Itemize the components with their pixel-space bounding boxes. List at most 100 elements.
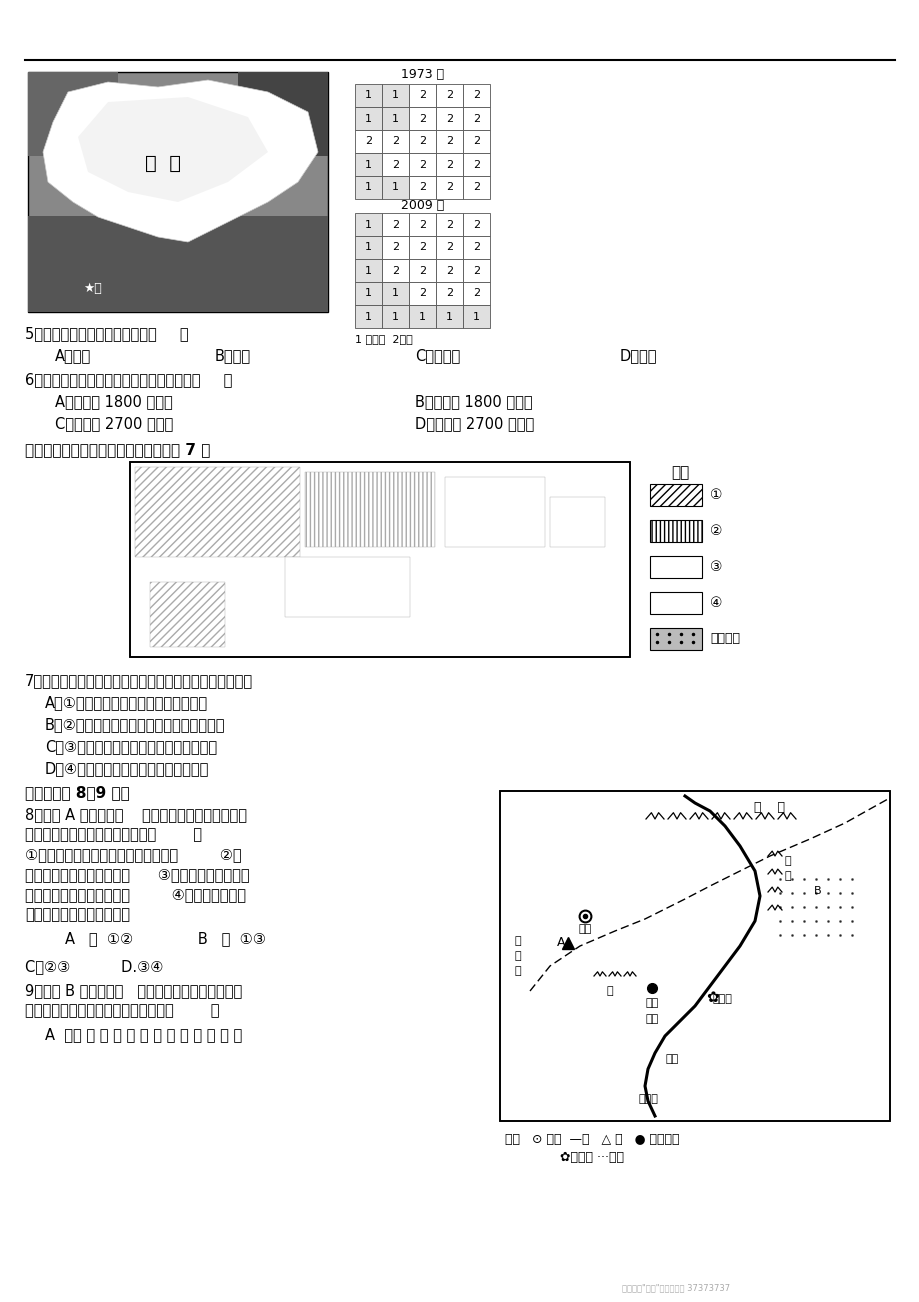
Text: 兰州: 兰州 xyxy=(664,1055,678,1064)
Text: B．山脊: B．山脊 xyxy=(215,348,251,363)
Bar xyxy=(409,176,436,199)
Bar xyxy=(409,283,436,305)
Text: ✿: ✿ xyxy=(706,991,719,1005)
Text: 2: 2 xyxy=(472,182,480,193)
Text: ②: ② xyxy=(709,523,721,538)
Bar xyxy=(436,85,462,107)
Text: 1: 1 xyxy=(365,289,371,298)
Text: 2: 2 xyxy=(365,137,371,147)
Bar xyxy=(409,305,436,328)
Text: 1: 1 xyxy=(391,113,399,124)
Text: 版权所有"中国"超级教学网 37373737: 版权所有"中国"超级教学网 37373737 xyxy=(621,1282,729,1292)
Bar xyxy=(409,130,436,154)
Text: ①纬度较高冻土发育含盐水分不易下渗         ②气: ①纬度较高冻土发育含盐水分不易下渗 ②气 xyxy=(25,848,242,862)
Text: 7．有关图中所反映的环境问题形成的原因，说法正确的是: 7．有关图中所反映的环境问题形成的原因，说法正确的是 xyxy=(25,673,253,687)
Text: 2: 2 xyxy=(418,137,425,147)
Text: C．②③           D.③④: C．②③ D.③④ xyxy=(25,960,164,974)
Bar xyxy=(462,130,490,154)
Text: 贺: 贺 xyxy=(784,855,790,866)
Text: 阴    山: 阴 山 xyxy=(754,801,785,814)
Bar xyxy=(355,259,381,283)
Text: 2: 2 xyxy=(472,137,480,147)
Text: 1: 1 xyxy=(365,91,371,100)
Text: 2: 2 xyxy=(472,220,480,229)
Text: ④: ④ xyxy=(709,596,721,611)
Text: 化问题，其产生的主要原因是：（        ）: 化问题，其产生的主要原因是：（ ） xyxy=(25,827,202,842)
Text: 1: 1 xyxy=(391,289,399,298)
Bar xyxy=(130,462,630,658)
Text: 读世界部分地区环境问题分布图，回答 7 题: 读世界部分地区环境问题分布图，回答 7 题 xyxy=(25,441,210,457)
Text: 白银: 白银 xyxy=(644,999,658,1008)
Bar xyxy=(409,214,436,236)
Text: 2: 2 xyxy=(446,220,452,229)
Text: 1: 1 xyxy=(365,242,371,253)
Bar xyxy=(436,259,462,283)
Bar xyxy=(355,305,381,328)
Bar xyxy=(436,107,462,130)
Text: 1: 1 xyxy=(472,311,480,322)
Text: A: A xyxy=(556,936,564,949)
Bar xyxy=(462,259,490,283)
Bar xyxy=(462,85,490,107)
Text: 6．上右图所示区域冰川面积变化的情况是（     ）: 6．上右图所示区域冰川面积变化的情况是（ ） xyxy=(25,372,233,387)
Bar xyxy=(130,462,630,658)
Text: 连城: 连城 xyxy=(644,1014,658,1023)
Bar xyxy=(436,154,462,176)
Bar xyxy=(650,628,701,650)
Bar xyxy=(381,259,409,283)
Bar xyxy=(355,236,381,259)
Text: 山: 山 xyxy=(606,986,613,996)
Bar xyxy=(28,72,328,312)
Bar xyxy=(355,85,381,107)
Bar xyxy=(238,72,328,156)
Text: 2: 2 xyxy=(446,289,452,298)
Text: 2: 2 xyxy=(418,160,425,169)
Text: 冰  川: 冰 川 xyxy=(145,154,181,173)
Text: 2: 2 xyxy=(418,91,425,100)
Text: 9．图中 B 处在汉朝时   还是水草丰美的大草原，而: 9．图中 B 处在汉朝时 还是水草丰美的大草原，而 xyxy=(25,983,242,999)
Text: 2: 2 xyxy=(472,160,480,169)
Bar xyxy=(436,130,462,154)
Text: 海域污染: 海域污染 xyxy=(709,633,739,646)
Text: C．增加了 2700 平方米: C．增加了 2700 平方米 xyxy=(55,417,173,431)
Text: 兰: 兰 xyxy=(784,871,790,881)
Bar xyxy=(550,497,605,547)
Text: 1: 1 xyxy=(365,160,371,169)
Bar xyxy=(462,305,490,328)
Bar xyxy=(28,216,328,312)
Text: 刘家峡: 刘家峡 xyxy=(638,1094,657,1104)
Bar xyxy=(150,582,225,647)
Text: 2: 2 xyxy=(472,113,480,124)
Text: 1: 1 xyxy=(446,311,452,322)
Text: 读右图回答 8～9 题。: 读右图回答 8～9 题。 xyxy=(25,785,130,799)
Bar xyxy=(436,305,462,328)
Text: 候干旱，降水少，蒸发旺盛      ③农业耕种过程中，长: 候干旱，降水少，蒸发旺盛 ③农业耕种过程中，长 xyxy=(25,867,249,881)
Text: 连: 连 xyxy=(515,950,521,961)
Bar xyxy=(462,214,490,236)
Text: 期采用大水漫灌的灌溉方式         ④地处河谷地区水: 期采用大水漫灌的灌溉方式 ④地处河谷地区水 xyxy=(25,887,245,902)
Bar xyxy=(381,236,409,259)
Text: 图例   ⊙ 铅锌  —铜   △ 镍   ● 工业中心: 图例 ⊙ 铅锌 —铜 △ 镍 ● 工业中心 xyxy=(505,1133,679,1146)
Text: A   ．  ①②              B   ．  ①③: A ． ①② B ． ①③ xyxy=(65,931,266,947)
Text: 1: 1 xyxy=(418,311,425,322)
Text: D．减少了 2700 平方米: D．减少了 2700 平方米 xyxy=(414,417,534,431)
Text: 1 非冰川  2冰川: 1 非冰川 2冰川 xyxy=(355,335,413,344)
Bar xyxy=(355,283,381,305)
Bar xyxy=(499,792,889,1121)
Bar xyxy=(381,283,409,305)
Text: 2: 2 xyxy=(446,242,452,253)
Text: A．减少了 1800 平方米: A．减少了 1800 平方米 xyxy=(55,395,173,409)
Text: 1973 年: 1973 年 xyxy=(401,68,444,81)
Text: ★甲: ★甲 xyxy=(83,283,102,296)
Bar xyxy=(355,130,381,154)
Text: 2: 2 xyxy=(446,137,452,147)
Bar xyxy=(355,107,381,130)
Bar xyxy=(381,176,409,199)
Text: 5．上左图中甲点所处的地形是（     ）: 5．上左图中甲点所处的地形是（ ） xyxy=(25,326,188,341)
Bar xyxy=(409,154,436,176)
Text: 1: 1 xyxy=(391,91,399,100)
Text: 1: 1 xyxy=(365,266,371,276)
Text: 现在已变成一片沙漠，其人为原因是（        ）: 现在已变成一片沙漠，其人为原因是（ ） xyxy=(25,1003,220,1018)
Text: 流平缓，对土壤的侵蚀微弱: 流平缓，对土壤的侵蚀微弱 xyxy=(25,907,130,922)
Bar xyxy=(355,214,381,236)
